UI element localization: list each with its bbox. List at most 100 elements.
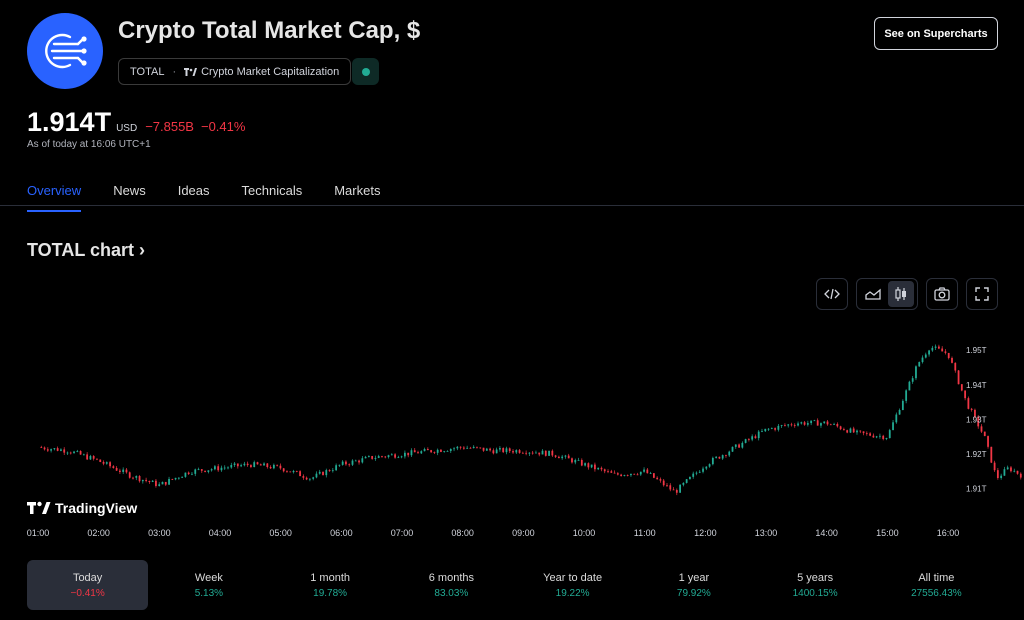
candle-body <box>797 423 799 426</box>
candle-body <box>541 450 544 455</box>
candle-body <box>947 352 950 358</box>
performance-periods: Today −0.41% Week 5.13% 1 month 19.78% 6 mo… <box>27 560 997 610</box>
candles-icon <box>895 287 906 301</box>
candles-style-button[interactable] <box>888 281 914 307</box>
period-today[interactable]: Today −0.41% <box>27 560 149 610</box>
candle-body <box>839 426 842 430</box>
embed-button[interactable] <box>816 278 848 310</box>
period-year-to-date[interactable]: Year to date 19.22% <box>512 560 633 610</box>
candle-body <box>865 433 868 434</box>
candle-body <box>639 471 642 475</box>
candle-body <box>505 448 508 453</box>
candle-body <box>734 444 737 447</box>
x-tick-label: 12:00 <box>694 528 717 538</box>
candle-body <box>63 449 66 453</box>
candle-body <box>128 472 131 478</box>
period-1-month[interactable]: 1 month 19.78% <box>270 560 391 610</box>
candle-body <box>168 478 170 485</box>
candle-body <box>898 410 901 415</box>
candle-body <box>607 471 609 473</box>
period-1-year[interactable]: 1 year 79.92% <box>633 560 754 610</box>
period-label: Week <box>194 571 223 584</box>
chart-heading-link[interactable]: TOTAL chart › <box>27 240 146 260</box>
candle-body <box>888 430 891 439</box>
candle-body <box>413 450 416 453</box>
tab-overview[interactable]: Overview <box>27 183 82 212</box>
x-tick-label: 03:00 <box>148 528 171 538</box>
candle-body <box>921 357 924 363</box>
candle-body <box>485 448 488 451</box>
x-tick-label: 11:00 <box>634 528 656 538</box>
candle-body <box>250 465 252 468</box>
y-tick-label: 1.93T <box>966 415 987 424</box>
candle-body <box>872 435 875 438</box>
candle-body <box>813 420 816 422</box>
candle-body <box>574 460 577 463</box>
see-on-supercharts-button[interactable]: See on Supercharts <box>874 17 998 50</box>
candle-body <box>502 448 505 453</box>
candle-body <box>158 484 161 486</box>
candle-body <box>1016 470 1019 474</box>
candle-body <box>554 455 557 457</box>
candle-body <box>761 431 763 432</box>
chart-style-group <box>856 278 918 310</box>
candle-body <box>82 454 85 456</box>
candle-body <box>263 463 265 466</box>
candle-body <box>446 451 449 452</box>
candle-body <box>1000 475 1003 478</box>
tradingview-watermark[interactable]: TradingView <box>27 500 137 516</box>
period-value: −0.41% <box>70 587 105 599</box>
candle-body <box>557 456 560 459</box>
candle-body <box>197 469 200 470</box>
candle-body <box>214 466 216 470</box>
candle-body <box>806 423 809 425</box>
candle-body <box>295 470 298 472</box>
period-5-years[interactable]: 5 years 1400.15% <box>755 560 876 610</box>
candle-body <box>89 456 92 460</box>
period-all-time[interactable]: All time 27556.43% <box>876 560 997 610</box>
candle-body <box>69 452 72 454</box>
candle-body <box>286 471 288 473</box>
candle-body <box>521 452 524 454</box>
price-chart[interactable]: 1.91T 1.92T 1.93T 1.94T 1.95T 01:00 02:00 03:0… <box>0 316 1024 546</box>
fullscreen-button[interactable] <box>966 278 998 310</box>
candle-body <box>849 428 852 433</box>
candle-body <box>289 471 292 473</box>
period-value: 5.13% <box>194 587 224 599</box>
candle-body <box>767 428 770 430</box>
candle-body <box>964 390 967 399</box>
candle-body <box>636 474 639 476</box>
candle-body <box>122 469 125 472</box>
candle-body <box>174 477 177 480</box>
candle-body <box>492 450 495 454</box>
market-status-indicator[interactable] <box>352 58 379 85</box>
candle-body <box>312 477 315 479</box>
x-tick-label: 15:00 <box>876 528 899 538</box>
candle-body <box>96 458 98 460</box>
symbol-pill[interactable]: TOTAL · Crypto Market Capitalization <box>118 58 352 85</box>
candle-body <box>784 425 786 427</box>
candle-body <box>466 447 469 449</box>
area-style-button[interactable] <box>860 281 886 307</box>
candle-body <box>309 478 311 480</box>
tab-technicals[interactable]: Technicals <box>241 183 303 198</box>
candle-body <box>741 442 744 448</box>
candle-body <box>721 455 724 459</box>
period-value: 19.78% <box>313 587 348 599</box>
candle-body <box>623 475 626 477</box>
tab-markets[interactable]: Markets <box>334 183 381 198</box>
tab-news[interactable]: News <box>113 183 146 198</box>
price-currency: USD <box>116 123 138 134</box>
period-label: 1 month <box>310 571 350 584</box>
candle-body <box>600 467 603 470</box>
candle-body <box>318 471 321 474</box>
x-tick-label: 02:00 <box>87 528 110 538</box>
candle-body <box>836 423 839 427</box>
period-week[interactable]: Week 5.13% <box>148 560 269 610</box>
tab-ideas[interactable]: Ideas <box>177 183 210 198</box>
period-value: 19.22% <box>555 587 590 599</box>
snapshot-button[interactable] <box>926 278 958 310</box>
period-label: Year to date <box>543 571 603 584</box>
period-6-months[interactable]: 6 months 83.03% <box>391 560 512 610</box>
candle-body <box>571 458 573 463</box>
